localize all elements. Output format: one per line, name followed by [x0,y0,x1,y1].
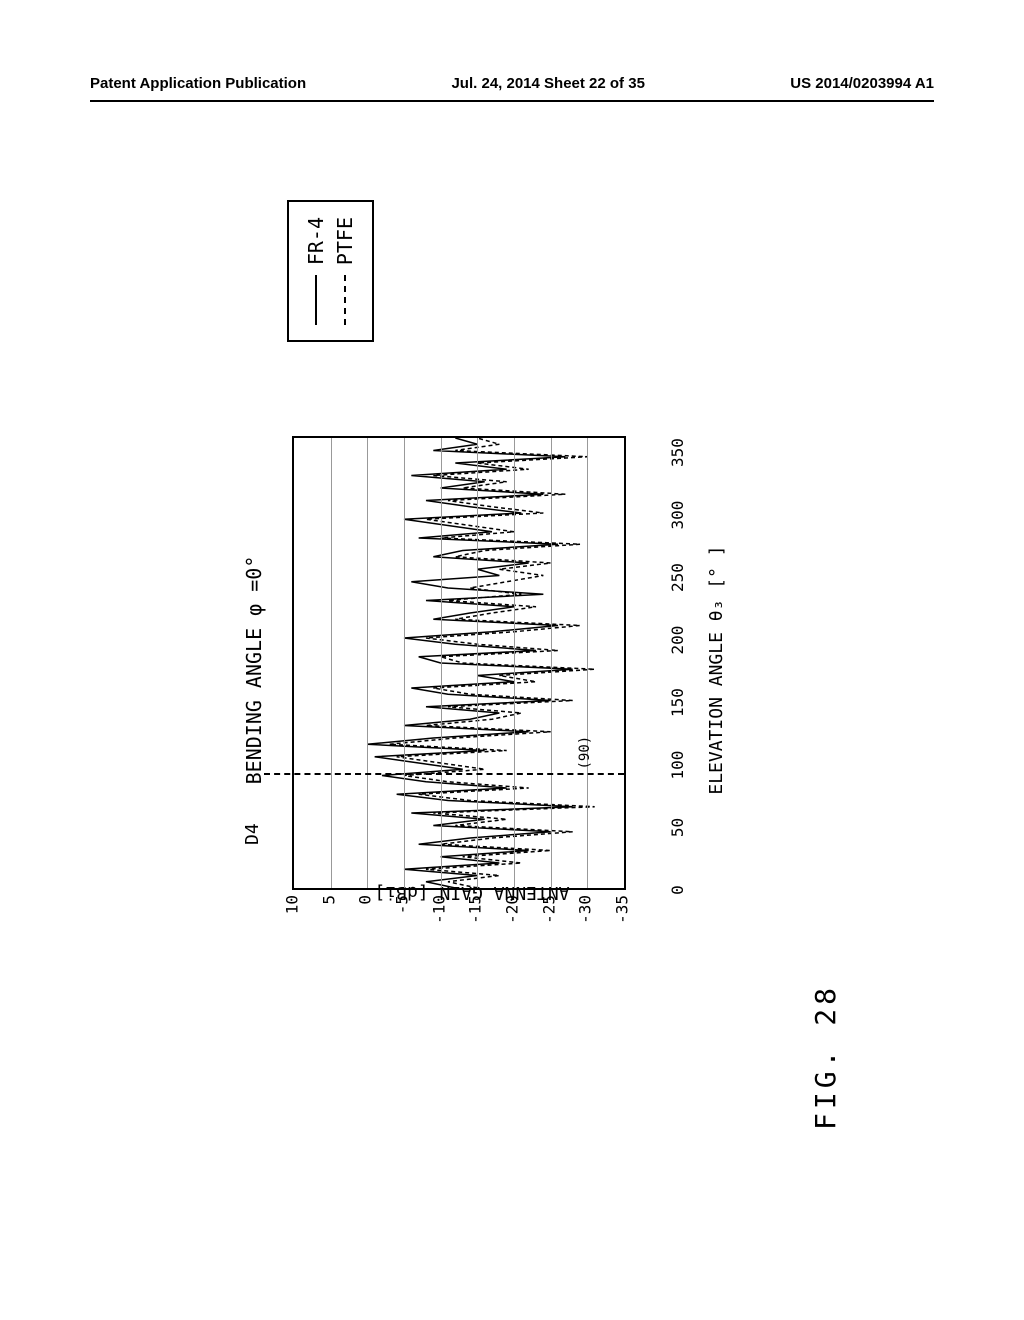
x-tick: 50 [668,818,687,837]
y-tick: 10 [283,895,302,935]
gridline [587,438,588,888]
chart-container: BENDING ANGLE φ =0° D4 ANTENNA GAIN [dBi… [282,410,662,930]
y-tick: 5 [319,895,338,935]
chart-title: BENDING ANGLE φ =0° [242,556,266,785]
legend-item-ptfe: PTFE [333,217,357,325]
figure-label: FIG. 28 [809,984,842,1130]
header-center: Jul. 24, 2014 Sheet 22 of 35 [451,75,644,92]
x-tick: 250 [668,563,687,592]
y-tick: -35 [613,895,632,935]
gridline [514,438,515,888]
gridline [551,438,552,888]
y-tick: -25 [539,895,558,935]
header-divider [90,100,934,102]
y-tick: -5 [393,895,412,935]
y-tick: 0 [356,895,375,935]
marker-90: (90) [577,736,593,770]
gridline [331,438,332,888]
legend-line-solid [315,275,317,325]
header-left: Patent Application Publication [90,75,306,92]
x-tick: 150 [668,688,687,717]
d4-vertical-line [264,774,624,776]
legend-label-fr4: FR-4 [304,217,328,265]
x-axis-label: ELEVATION ANGLE θ₃ [° ] [706,545,727,794]
y-tick: -30 [576,895,595,935]
legend-label-ptfe: PTFE [333,217,357,265]
plot-area [292,436,626,890]
y-tick: -10 [429,895,448,935]
figure-container: FIG. 28 BENDING ANGLE φ =0° D4 ANTENNA G… [162,210,862,1110]
gridline [477,438,478,888]
x-tick: 300 [668,501,687,530]
series-line [389,438,594,888]
y-tick: -15 [466,895,485,935]
page-header: Patent Application Publication Jul. 24, … [0,75,1024,102]
legend-line-dashed [344,275,346,325]
x-tick: 200 [668,626,687,655]
y-tick: -20 [503,895,522,935]
plot-svg [294,438,624,888]
x-tick: 350 [668,438,687,467]
gridline [441,438,442,888]
header-right: US 2014/0203994 A1 [790,75,934,92]
x-tick: 0 [668,885,687,895]
gridline [404,438,405,888]
legend-box: FR-4 PTFE [287,200,374,342]
legend-item-fr4: FR-4 [304,217,328,325]
x-tick: 100 [668,751,687,780]
d4-label: D4 [242,823,263,845]
gridline [367,438,368,888]
